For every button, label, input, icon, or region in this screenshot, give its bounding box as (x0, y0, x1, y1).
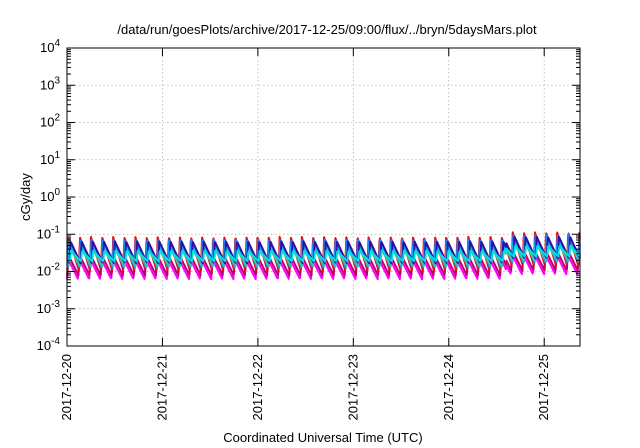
x-tick-label: 2017-12-25 (536, 354, 551, 421)
x-axis: 2017-12-20 2017-12-21 2017-12-22 2017-12-23… (59, 48, 551, 421)
y-tick-label: 103 (40, 75, 60, 92)
x-tick-label: 2017-12-23 (345, 354, 360, 421)
y-tick-label: 104 (40, 38, 60, 55)
y-axis: 104 103 102 101 100 10-1 10-2 10-3 10-4 (37, 38, 580, 353)
x-tick-label: 2017-12-20 (59, 354, 74, 421)
grid (67, 48, 580, 346)
series-line (66, 244, 581, 263)
x-tick-label: 2017-12-24 (441, 354, 456, 421)
y-tick-label: 10-4 (37, 336, 61, 353)
series-lines (66, 231, 581, 281)
x-tick-label: 2017-12-22 (250, 354, 265, 421)
y-tick-label: 100 (40, 187, 60, 204)
x-tick-label: 2017-12-21 (154, 354, 169, 421)
y-tick-label: 101 (40, 150, 60, 167)
y-tick-label: 10-3 (37, 299, 61, 316)
y-tick-label: 10-1 (37, 224, 61, 241)
x-axis-label: Coordinated Universal Time (UTC) (223, 430, 422, 445)
chart-title: /data/run/goesPlots/archive/2017-12-25/0… (117, 22, 537, 37)
y-axis-label: cGy/day (18, 173, 33, 221)
y-tick-label: 10-2 (37, 262, 61, 279)
y-tick-label: 102 (40, 113, 60, 130)
